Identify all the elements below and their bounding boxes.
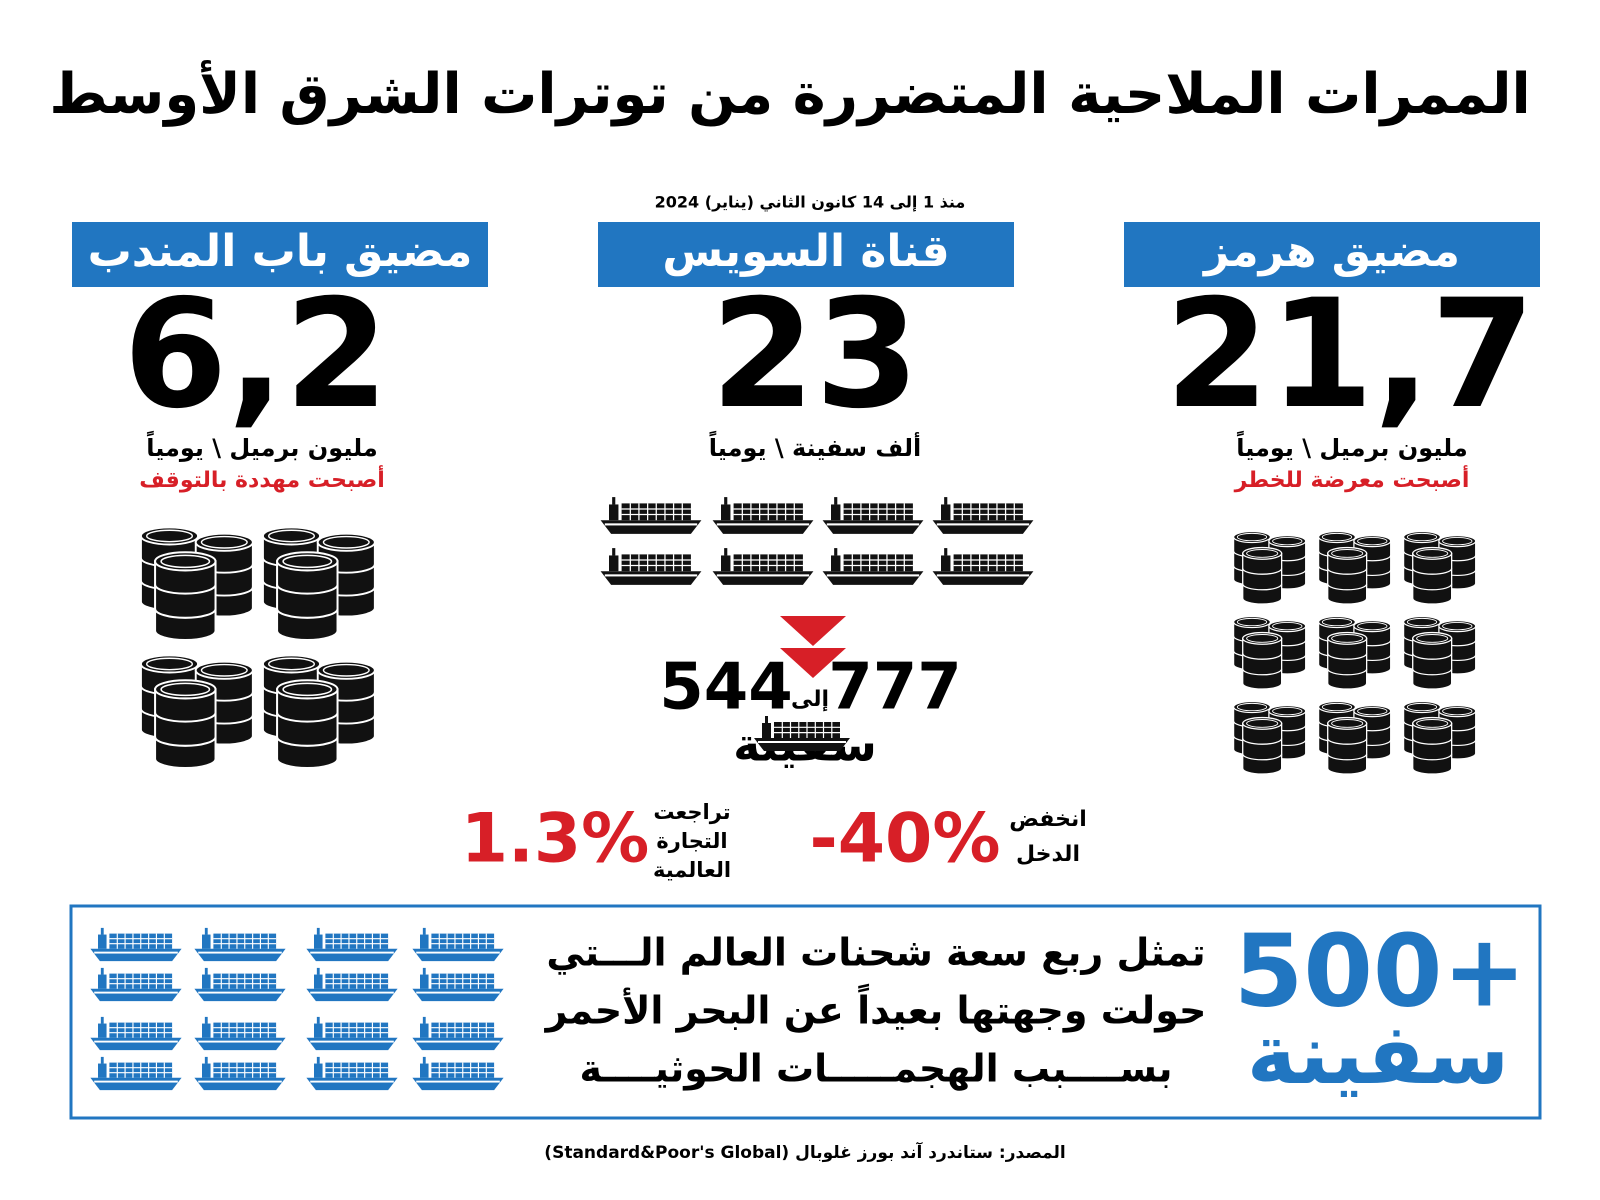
- ship-icon: [411, 927, 505, 962]
- barrel-icon: [1404, 617, 1476, 690]
- rerouted-line: بســــبب الهجمـــــات الحوثيــــة: [579, 1047, 1172, 1091]
- header-box: [1124, 222, 1540, 287]
- rerouted-unit: سفينة: [1247, 1005, 1510, 1103]
- ship-icon: [305, 967, 399, 1002]
- barrel-icon: [141, 527, 253, 640]
- unit: مليون برميل \ يومياً: [1236, 431, 1468, 462]
- stat-value: 1.3%: [461, 800, 650, 879]
- unit: مليون برميل \ يومياً: [146, 431, 378, 462]
- column-header: قناة السويس: [662, 226, 949, 277]
- rerouted-line: تمثل ربع سعة شحنات العالم الـــتي: [546, 931, 1205, 976]
- ship-icon: [193, 1056, 287, 1091]
- ship-icon: [411, 1016, 505, 1051]
- ships-from: 777: [828, 651, 962, 725]
- ships-connector: إلى: [791, 687, 829, 712]
- stat-label: تراجعت: [653, 800, 730, 824]
- header-box: [598, 222, 1014, 287]
- barrel-icon: [1234, 532, 1306, 605]
- ship-icon: [193, 927, 287, 962]
- rerouted-line: حولت وجهتها بعيداً عن البحر الأحمر: [544, 983, 1207, 1033]
- ship-icon: [599, 496, 703, 535]
- barrel-icon: [141, 655, 253, 768]
- ships-to: 544: [659, 651, 793, 725]
- stat-label: العالمية: [653, 858, 731, 882]
- barrel-icon: [1234, 702, 1306, 775]
- ship-icon: [411, 1056, 505, 1091]
- barrel-icon: [1404, 532, 1476, 605]
- stat-label: الدخل: [1016, 842, 1080, 867]
- ship-icon: [193, 967, 287, 1002]
- rerouted-value: 500+: [1234, 912, 1527, 1029]
- source: المصدر: ستاندرد آند بورز غلوبال (Standar…: [544, 1141, 1065, 1163]
- title: الممرات الملاحية المتضررة من توترات الشر…: [49, 59, 1530, 127]
- ship-icon: [821, 496, 925, 535]
- barrel-icon: [1319, 702, 1391, 775]
- column-header: مضيق باب المندب: [88, 226, 473, 277]
- barrel-icons: [141, 527, 375, 768]
- barrel-icon: [263, 655, 375, 768]
- ship-icon: [305, 1016, 399, 1051]
- stat-label: التجارة: [656, 829, 727, 853]
- header-box: [72, 222, 488, 287]
- subtitle: منذ 1 إلى 14 كانون الثاني (يناير) 2024: [655, 193, 966, 213]
- ship-icon: [711, 496, 815, 535]
- barrel-icon: [1234, 617, 1306, 690]
- ship-icon: [89, 1016, 183, 1051]
- rerouted-box: [69, 904, 1542, 1120]
- barrel-icon: [1319, 617, 1391, 690]
- column-header: مضيق هرمز: [1202, 226, 1460, 277]
- ship-icons: [599, 496, 1035, 586]
- barrel-icon: [1404, 702, 1476, 775]
- ship-icon: [305, 1056, 399, 1091]
- ship-icon: [411, 967, 505, 1002]
- ship-icon: [89, 1056, 183, 1091]
- stat-value: -40%: [810, 800, 1001, 879]
- ship-icon: [931, 496, 1035, 535]
- ship-icon: [821, 547, 925, 586]
- ship-icon: [193, 1016, 287, 1051]
- barrel-icon: [263, 527, 375, 640]
- decline-arrow: [780, 616, 846, 678]
- barrel-icons: [1234, 532, 1476, 775]
- big-number: 23: [711, 268, 920, 442]
- ship-icon: [599, 547, 703, 586]
- ship-icon: [89, 927, 183, 962]
- ship-icon: [89, 967, 183, 1002]
- unit: ألف سفينة \ يومياً: [709, 431, 921, 462]
- status: أصبحت مهددة بالتوقف: [139, 464, 385, 493]
- status: أصبحت معرضة للخطر: [1234, 464, 1470, 493]
- big-number: 21,7: [1165, 268, 1535, 442]
- ship-icons: [89, 927, 505, 1091]
- ship-icon: [931, 547, 1035, 586]
- ship-icon: [711, 547, 815, 586]
- stat-label: انخفض: [1009, 807, 1087, 832]
- barrel-icon: [1319, 532, 1391, 605]
- ship-icon: [305, 927, 399, 962]
- big-number: 6,2: [123, 268, 389, 442]
